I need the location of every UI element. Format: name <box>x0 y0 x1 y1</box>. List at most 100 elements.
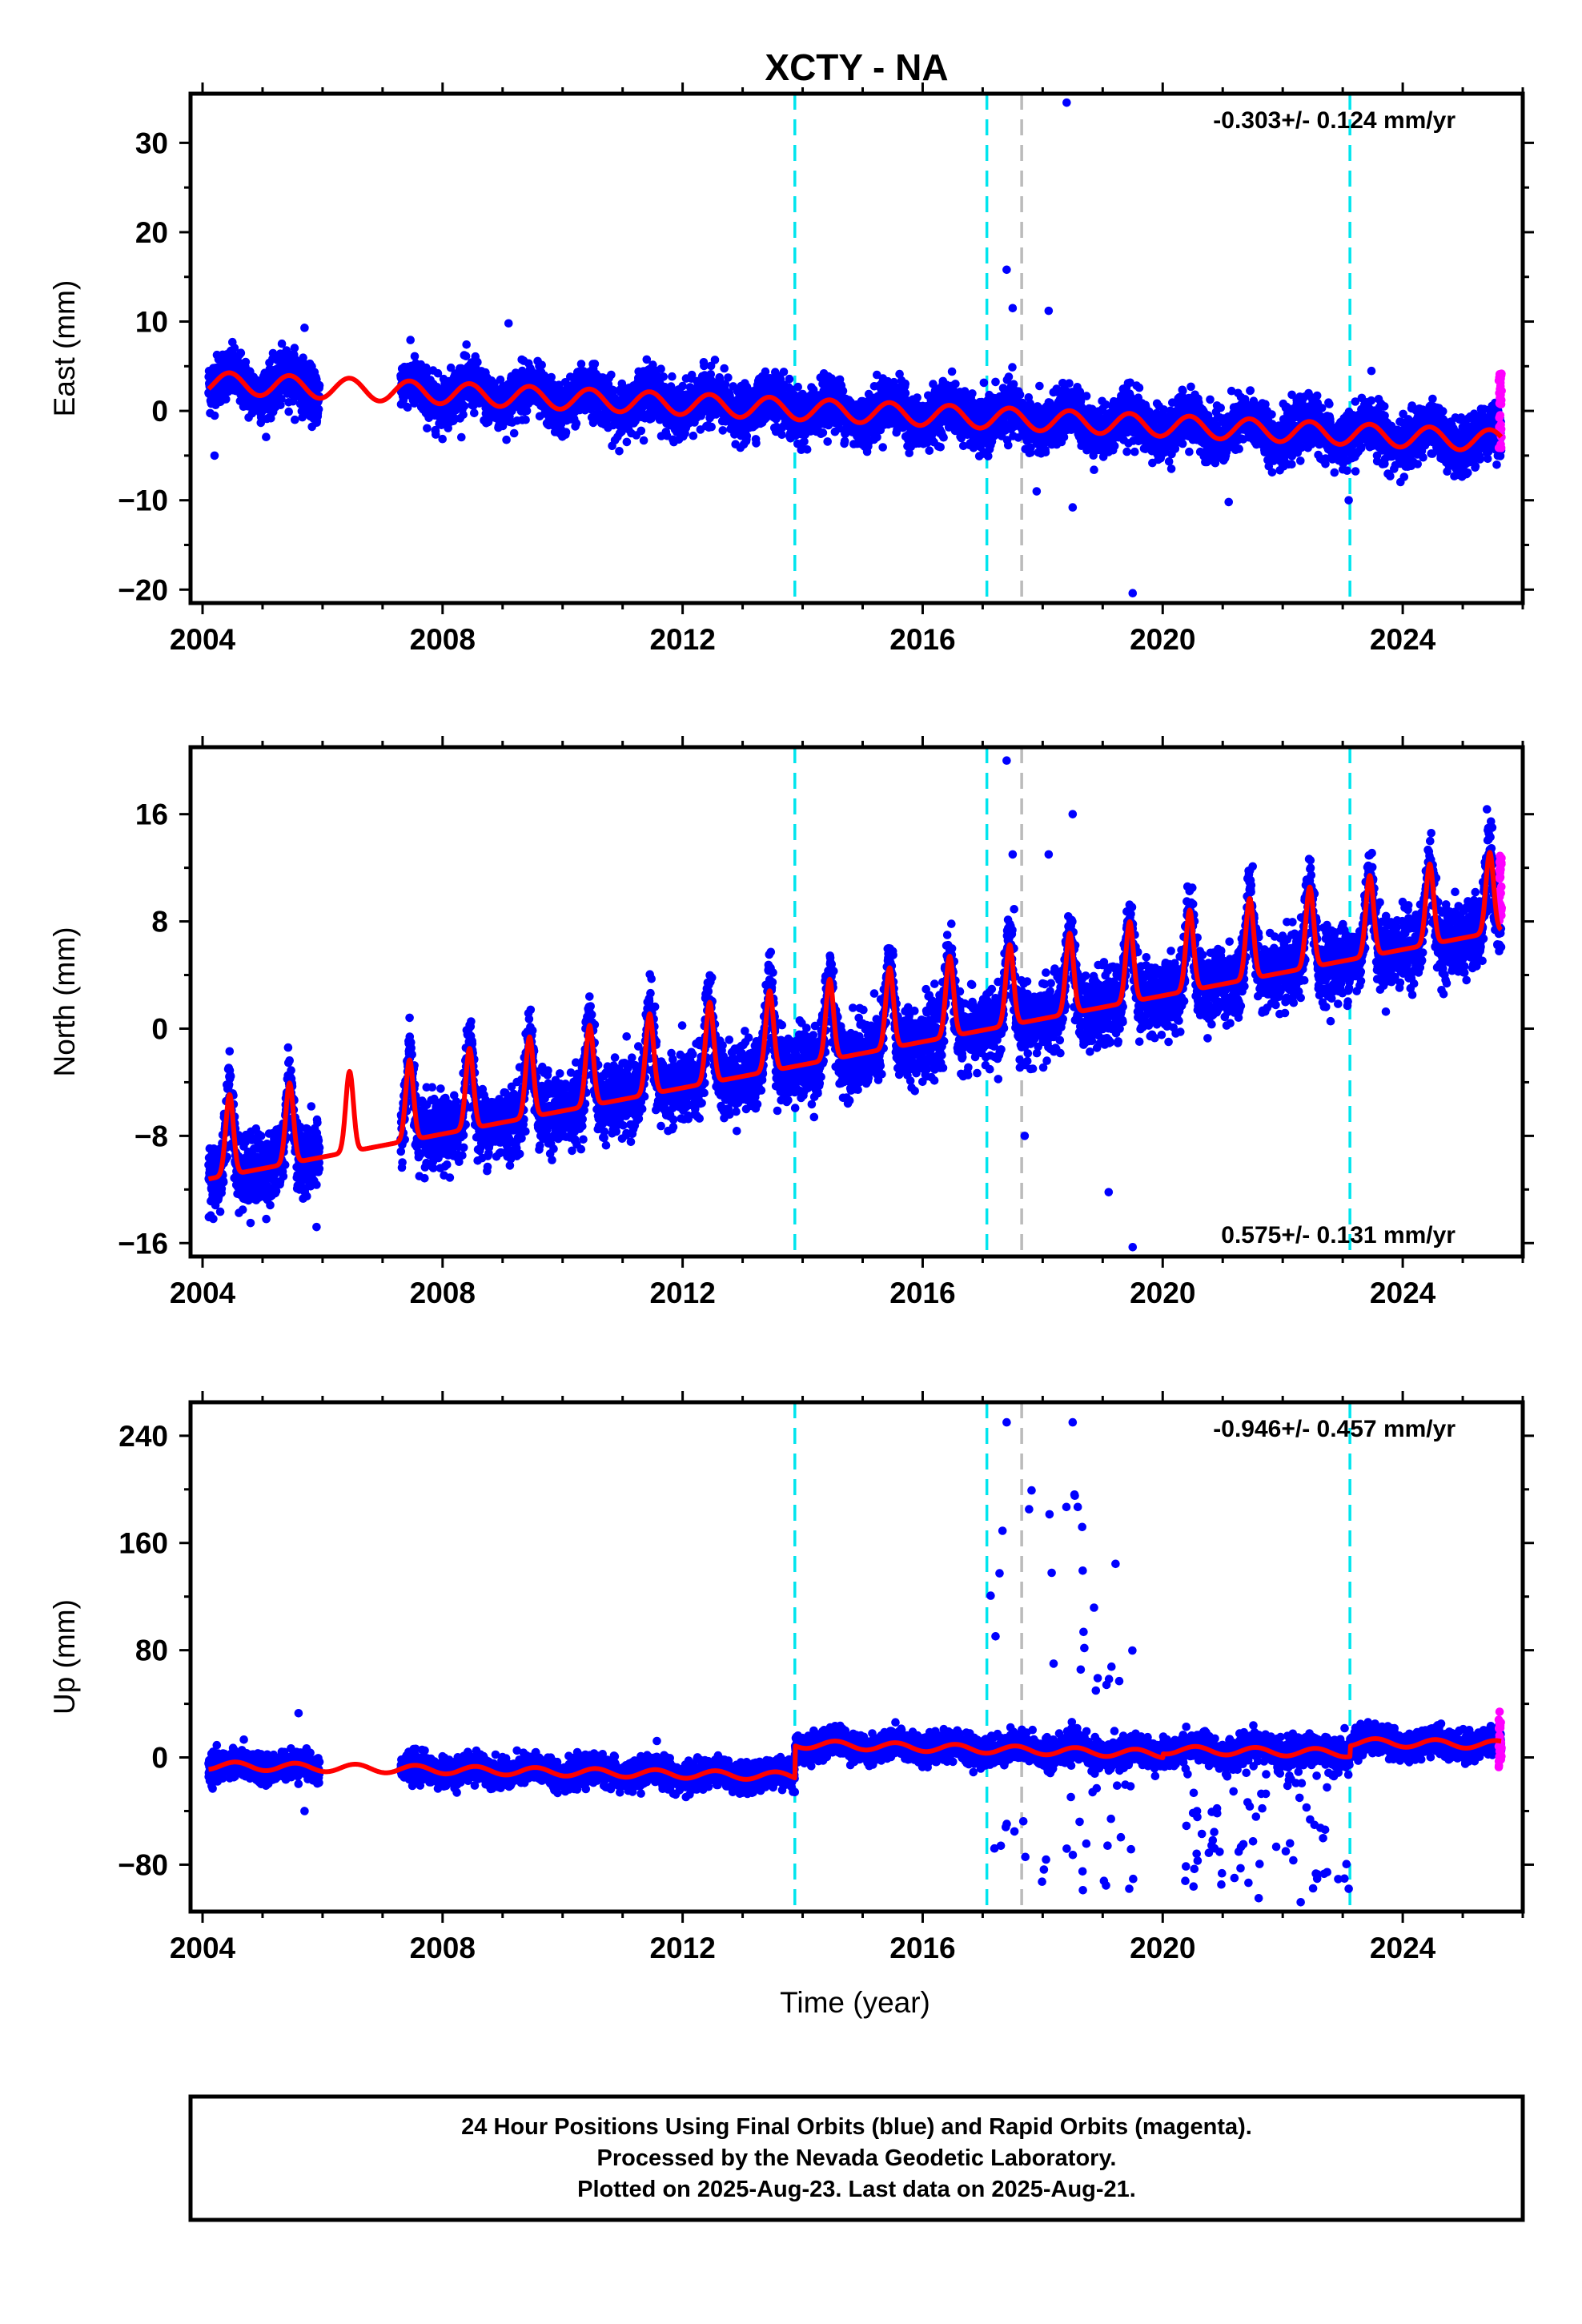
data-point <box>521 415 530 424</box>
figure-title: XCTY - NA <box>765 46 948 88</box>
data-point <box>659 372 668 381</box>
data-point <box>668 372 677 381</box>
data-point <box>617 427 626 436</box>
data-point <box>642 355 652 364</box>
data-point <box>315 381 324 390</box>
data-point <box>979 378 989 388</box>
data-point <box>460 401 469 411</box>
data-point <box>284 407 294 416</box>
data-point <box>936 443 945 452</box>
panels: 2004 2008 2012 2016 2020 2024−20−100102030Eas… <box>48 82 1534 1964</box>
data-point <box>818 428 828 437</box>
data-point <box>678 381 687 391</box>
data-point <box>622 437 632 447</box>
data-point <box>707 422 716 432</box>
data-point <box>457 432 466 442</box>
data-point <box>459 410 468 420</box>
data-point <box>572 419 581 428</box>
data-point <box>666 382 676 391</box>
data-point <box>609 386 619 396</box>
data-point <box>496 375 505 384</box>
data-point <box>277 394 286 404</box>
data-point <box>793 382 802 392</box>
data-point <box>230 344 239 352</box>
data-point <box>576 360 586 368</box>
data-point <box>410 352 420 361</box>
data-point <box>210 411 219 420</box>
data-point <box>473 357 482 367</box>
data-point <box>878 443 887 452</box>
data-point <box>925 446 934 455</box>
data-point <box>314 404 323 414</box>
plot-area <box>204 94 1506 603</box>
data-point <box>537 360 546 370</box>
data-point <box>838 386 848 396</box>
data-point <box>800 437 809 446</box>
data-point <box>432 430 440 439</box>
data-point <box>939 432 948 442</box>
data-point <box>461 352 471 361</box>
data-point <box>1004 440 1013 450</box>
data-point <box>947 367 957 376</box>
data-point <box>689 431 698 440</box>
data-point <box>290 344 299 352</box>
data-point <box>687 370 697 380</box>
data-point <box>777 430 786 440</box>
data-point <box>1090 465 1098 474</box>
data-point <box>991 377 1000 387</box>
data-point <box>779 368 789 376</box>
data-point <box>802 445 812 454</box>
data-point <box>785 374 794 384</box>
data-point <box>1008 363 1017 372</box>
data-point <box>438 434 447 444</box>
data-point <box>1009 380 1018 389</box>
data-point <box>291 415 299 424</box>
data-point <box>446 363 456 372</box>
data-point <box>236 348 246 358</box>
data-point <box>262 432 271 441</box>
data-point <box>710 356 720 364</box>
data-point <box>1065 379 1074 388</box>
data-point <box>823 437 832 446</box>
data-point <box>752 439 761 448</box>
data-point <box>470 408 479 418</box>
data-point <box>561 428 571 436</box>
data-point <box>462 340 471 349</box>
data-point <box>1004 372 1014 381</box>
data-point <box>913 393 921 402</box>
data-point <box>607 370 616 380</box>
data-point <box>1035 381 1044 391</box>
data-point <box>718 426 728 435</box>
data-point <box>222 395 231 404</box>
data-point <box>968 389 977 398</box>
data-point <box>1015 390 1025 400</box>
data-point <box>590 360 600 368</box>
data-point <box>509 428 519 438</box>
data-point <box>406 336 415 344</box>
data-point <box>724 373 733 382</box>
data-point <box>840 436 849 446</box>
data-point <box>1082 392 1091 400</box>
data-point <box>742 432 752 440</box>
data-point <box>547 372 556 382</box>
data-point <box>522 406 532 416</box>
panel-east: 2004 2008 2012 2016 2020 2024−20−100102030Eas… <box>48 82 1534 656</box>
data-point <box>615 447 624 456</box>
data-point <box>901 379 910 388</box>
data-point <box>423 424 432 433</box>
data-point <box>554 380 564 390</box>
data-point <box>951 380 960 388</box>
data-point <box>403 403 412 412</box>
data-point <box>433 368 443 378</box>
data-point <box>720 364 729 373</box>
data-point <box>901 388 910 398</box>
data-point <box>656 364 665 374</box>
data-point <box>1041 448 1050 456</box>
data-point <box>410 399 419 408</box>
data-point <box>299 353 307 363</box>
data-point <box>502 435 511 444</box>
data-point <box>277 339 287 348</box>
data-point <box>639 436 648 445</box>
data-point <box>241 357 251 367</box>
